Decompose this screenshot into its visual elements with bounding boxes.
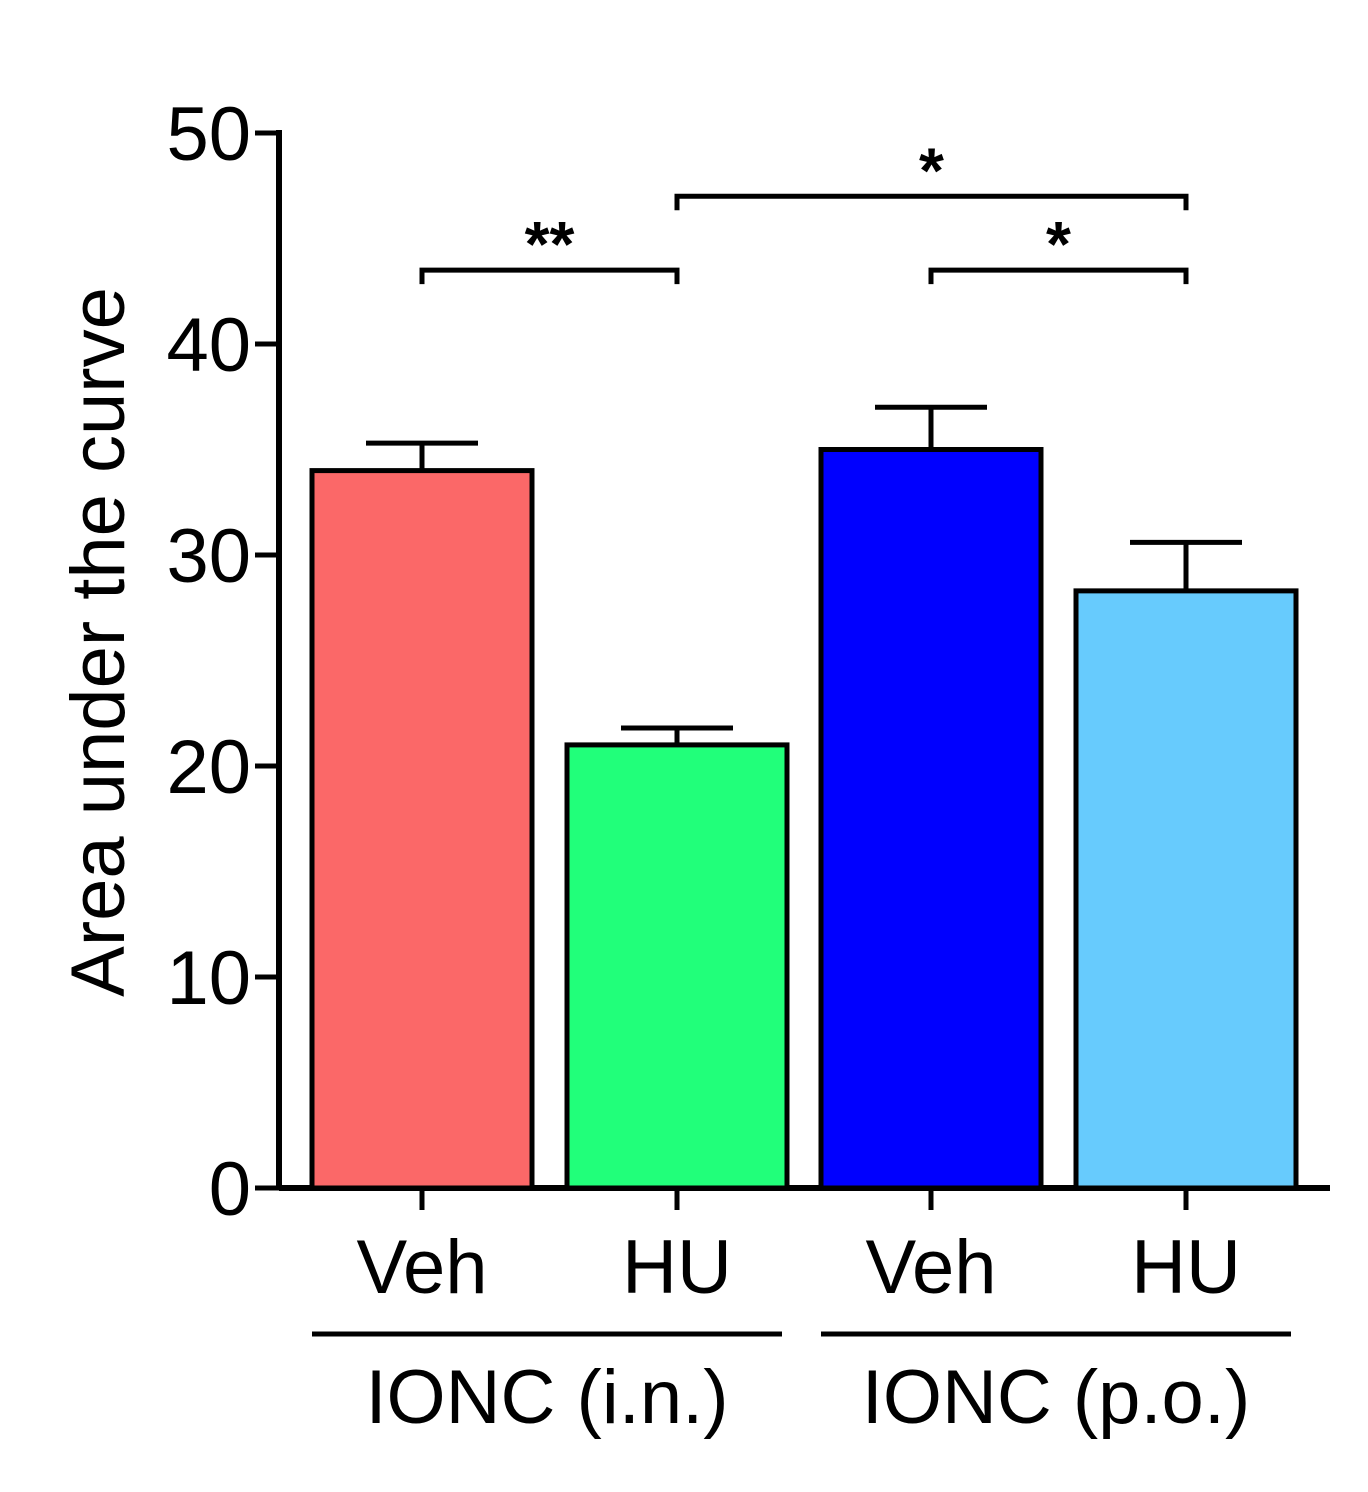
bar-hu-2 bbox=[564, 742, 790, 1191]
bar-veh-1 bbox=[309, 468, 535, 1191]
bar-hu-4 bbox=[1073, 588, 1299, 1191]
y-ticks: 0 10 20 30 40 50 bbox=[166, 92, 279, 1232]
significance-bracket-3 bbox=[928, 267, 1189, 285]
group-label-1: IONC (i.n.) bbox=[365, 1355, 728, 1440]
error-bars bbox=[366, 404, 1242, 745]
significance-label-1: ** bbox=[525, 208, 575, 280]
significance-bracket-2 bbox=[674, 193, 1189, 211]
significance-annotations: **** bbox=[419, 134, 1189, 285]
y-tick-label-40: 40 bbox=[166, 303, 251, 388]
significance-label-2: * bbox=[919, 134, 944, 206]
group-label-2: IONC (p.o.) bbox=[862, 1355, 1251, 1440]
x-tick-label-2: HU bbox=[622, 1225, 732, 1310]
x-ticks: Veh HU Veh HU bbox=[356, 1188, 1241, 1310]
significance-label-3: * bbox=[1046, 208, 1071, 280]
x-tick-label-1: Veh bbox=[356, 1225, 487, 1310]
bar-veh-3 bbox=[818, 447, 1044, 1191]
y-tick-label-50: 50 bbox=[166, 92, 251, 177]
y-tick-label-20: 20 bbox=[166, 725, 251, 810]
x-tick-label-4: HU bbox=[1131, 1225, 1241, 1310]
significance-bracket-1 bbox=[419, 267, 680, 285]
y-axis-title: Area under the curve bbox=[56, 287, 141, 997]
y-tick-label-10: 10 bbox=[166, 936, 251, 1021]
x-tick-label-3: Veh bbox=[865, 1225, 996, 1310]
y-tick-label-30: 30 bbox=[166, 514, 251, 599]
y-tick-label-0: 0 bbox=[209, 1147, 251, 1232]
group-labels: IONC (i.n.) IONC (p.o.) bbox=[312, 1331, 1291, 1440]
bars bbox=[309, 447, 1299, 1191]
